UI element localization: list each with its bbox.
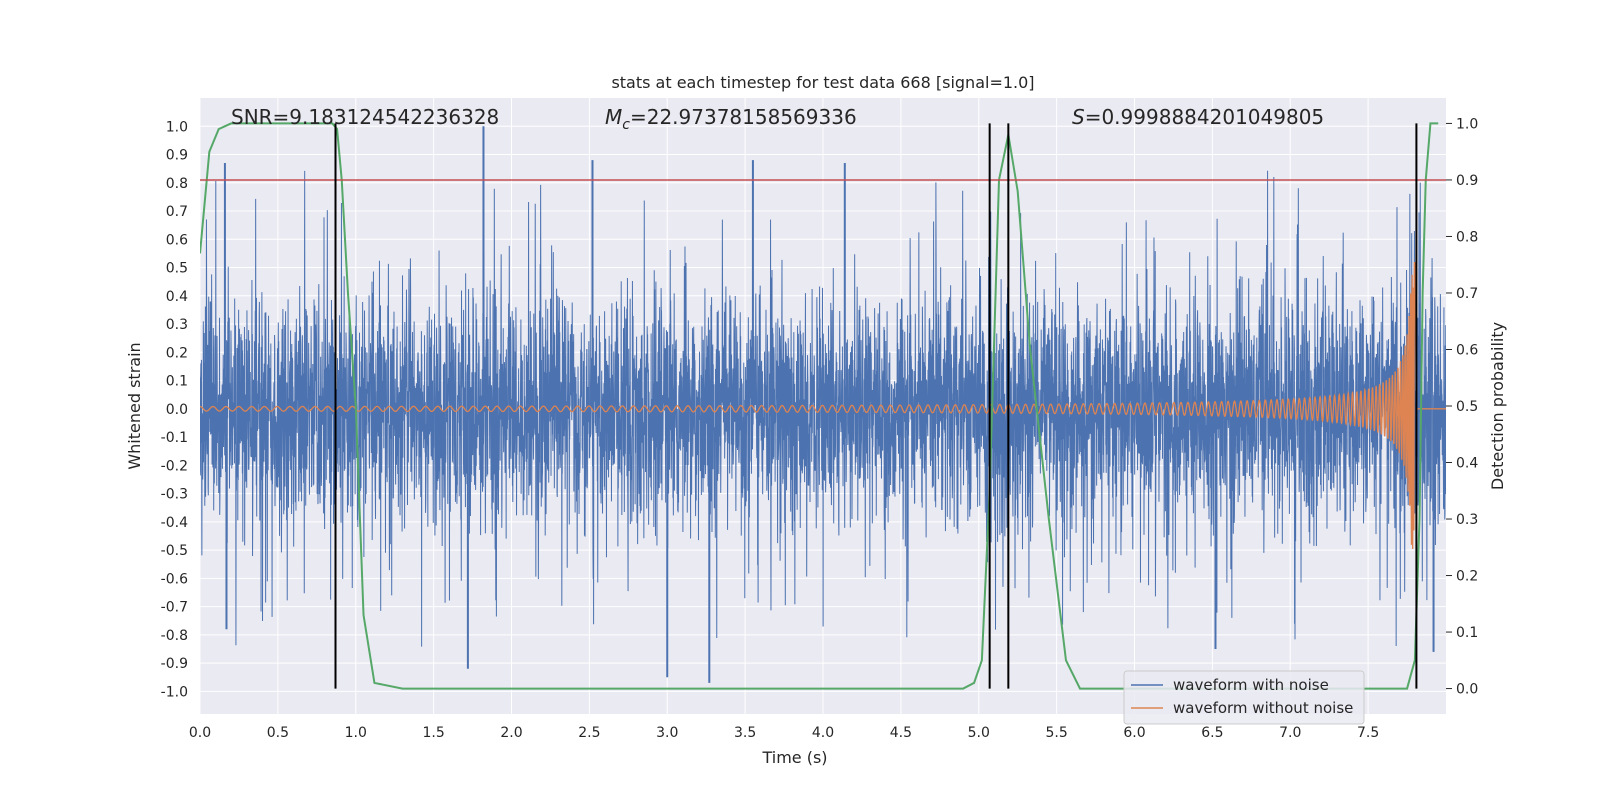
y-tick-label: -0.6 — [161, 571, 188, 587]
x-tick-label: 2.5 — [578, 725, 600, 741]
x-tick-label: 7.5 — [1357, 725, 1379, 741]
x-tick-label: 1.0 — [345, 725, 367, 741]
axis-layer: 0.0 0.5 1.0 1.5 2.0 2.5 3.0 3.5 4.0 4.5 5.0 5.5 6.0 6… — [161, 116, 1479, 741]
mc-symbol: M — [605, 105, 622, 129]
y2-tick-label: 0.6 — [1456, 342, 1478, 358]
y2-tick-label: 0.2 — [1456, 569, 1478, 585]
y2-tick-label: 1.0 — [1456, 116, 1478, 132]
y-tick-label: -0.9 — [161, 656, 188, 672]
mc-annotation: Mc=22.97378158569336 — [605, 105, 857, 133]
s-value: =0.9998884201049805 — [1085, 105, 1324, 129]
clean-waveform-line — [200, 261, 1446, 550]
y-tick-label: 0.6 — [166, 232, 188, 248]
x-tick-label: 1.5 — [422, 725, 444, 741]
x-tick-label: 5.0 — [968, 725, 990, 741]
x-tick-label: 0.0 — [189, 725, 211, 741]
y-tick-label: -1.0 — [161, 684, 188, 700]
x-axis-label: Time (s) — [761, 748, 827, 767]
x-tick-label: 3.5 — [734, 725, 756, 741]
legend-box — [1123, 670, 1365, 725]
y-tick-label: -0.5 — [161, 543, 188, 559]
y-tick-label: -0.8 — [161, 628, 188, 644]
x-tick-label: 7.0 — [1279, 725, 1301, 741]
s-annotation: S=0.9998884201049805 — [1072, 105, 1324, 129]
y2-tick-label: 0.7 — [1456, 286, 1478, 302]
y-tick-label: 1.0 — [166, 119, 188, 135]
legend-label-noisy: waveform with noise — [1173, 676, 1329, 694]
y-tick-label: 0.2 — [166, 345, 188, 361]
y-tick-label: 0.3 — [166, 317, 188, 333]
legend: waveform with noise waveform without noi… — [1123, 670, 1365, 725]
x-tick-label: 4.5 — [890, 725, 912, 741]
snr-annotation: SNR=9.183124542236328 — [231, 105, 499, 129]
x-tick-label: 6.5 — [1201, 725, 1223, 741]
y2-tick-label: 0.3 — [1456, 512, 1478, 528]
x-tick-label: 0.5 — [267, 725, 289, 741]
y2-tick-label: 0.9 — [1456, 173, 1478, 189]
legend-label-clean: waveform without noise — [1173, 699, 1353, 717]
y2-tick-label: 0.8 — [1456, 229, 1478, 245]
x-tick-label: 5.5 — [1045, 725, 1067, 741]
y2-tick-label: 0.0 — [1456, 682, 1478, 698]
y2-axis-label: Detection probability — [1488, 322, 1507, 490]
y-tick-label: 0.5 — [166, 261, 188, 277]
mc-subscript: c — [622, 117, 630, 133]
x-tick-label: 3.0 — [656, 725, 678, 741]
s-symbol: S — [1072, 105, 1085, 129]
y-tick-label: -0.7 — [161, 600, 188, 616]
y-tick-label: 0.8 — [166, 176, 188, 192]
chart-title: stats at each timestep for test data 668… — [611, 73, 1034, 92]
plot-layer — [200, 122, 1446, 690]
y2-tick-label: 0.4 — [1456, 456, 1478, 472]
x-tick-label: 4.0 — [812, 725, 834, 741]
y-tick-label: -0.3 — [161, 487, 188, 503]
y2-tick-label: 0.5 — [1456, 399, 1478, 415]
y-tick-label: -0.1 — [161, 430, 188, 446]
y2-tick-label: 0.1 — [1456, 625, 1478, 641]
detection-probability-line — [200, 122, 1439, 690]
y-tick-label: 0.1 — [166, 374, 188, 390]
x-tick-label: 6.0 — [1123, 725, 1145, 741]
x-tick-label: 2.0 — [500, 725, 522, 741]
mc-value: =22.97378158569336 — [630, 105, 857, 129]
y-tick-label: -0.2 — [161, 458, 188, 474]
y-tick-label: -0.4 — [161, 515, 188, 531]
y-axis-label: Whitened strain — [125, 342, 144, 469]
y-tick-label: 0.0 — [166, 402, 188, 418]
y-tick-label: 0.9 — [166, 148, 188, 164]
y-tick-label: 0.7 — [166, 204, 188, 220]
y-tick-label: 0.4 — [166, 289, 188, 305]
